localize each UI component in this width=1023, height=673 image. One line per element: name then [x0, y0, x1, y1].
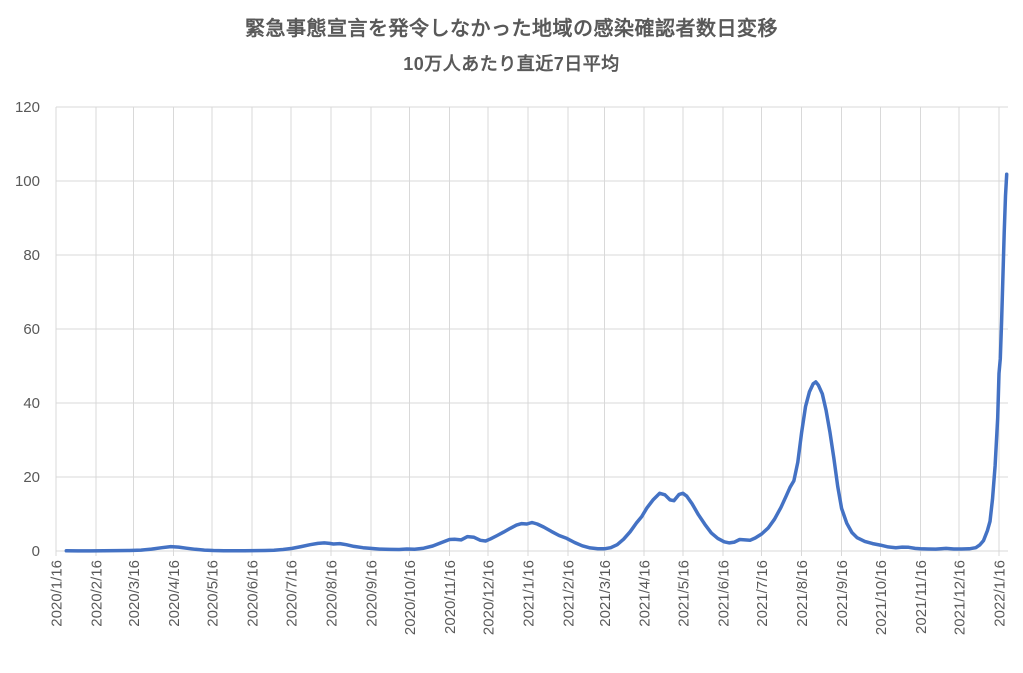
x-axis-label: 2020/4/16: [166, 560, 183, 627]
y-axis-label: 0: [32, 543, 40, 560]
series-line: [64, 172, 1009, 553]
x-axis-label: 2020/1/16: [49, 560, 66, 627]
x-axis-label: 2021/12/16: [952, 560, 969, 635]
x-axis-label: 2020/12/16: [481, 560, 498, 635]
x-axis-label: 2021/4/16: [637, 560, 654, 627]
x-axis-label: 2020/6/16: [245, 560, 262, 627]
x-axis-label: 2021/9/16: [834, 560, 851, 627]
x-axis-label: 2021/3/16: [597, 560, 614, 627]
x-axis-label: 2021/5/16: [675, 560, 692, 627]
chart-subtitle: 10万人あたり直近7日平均: [403, 54, 620, 74]
x-axis-label: 2020/11/16: [442, 560, 459, 634]
y-axis-label: 20: [23, 469, 40, 486]
x-axis-label: 2021/11/16: [913, 560, 930, 634]
x-axis-label: 2021/2/16: [561, 560, 578, 627]
y-axis-label: 60: [23, 321, 40, 338]
x-axis-label: 2020/5/16: [205, 560, 222, 627]
x-axis-label: 2020/9/16: [363, 560, 380, 627]
y-axis-label: 80: [23, 247, 40, 264]
x-axis-label: 2022/1/16: [992, 560, 1009, 627]
x-axis-label: 2021/6/16: [715, 560, 732, 627]
x-axis-label: 2020/7/16: [283, 560, 300, 627]
x-axis-label: 2020/8/16: [323, 560, 340, 627]
x-axis-label: 2020/2/16: [88, 560, 105, 627]
y-axis-label: 100: [15, 173, 40, 190]
x-axis-label: 2021/7/16: [754, 560, 771, 627]
x-axis-label: 2021/8/16: [794, 560, 811, 627]
chart-title: 緊急事態宣言を発令しなかった地域の感染確認者数日変移: [245, 18, 778, 40]
y-axis-label: 40: [23, 395, 40, 412]
x-axis-label: 2020/3/16: [126, 560, 143, 627]
x-axis-label: 2021/10/16: [873, 560, 890, 635]
x-axis-label: 2021/1/16: [521, 560, 538, 627]
x-axis-label: 2020/10/16: [402, 560, 419, 635]
y-axis-label: 120: [15, 99, 40, 116]
